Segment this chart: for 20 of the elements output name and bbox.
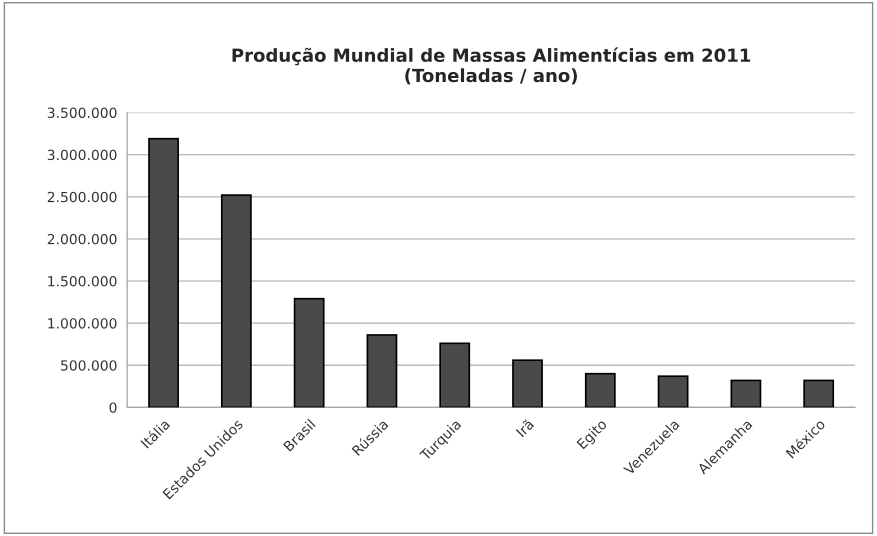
bar xyxy=(220,194,252,408)
y-tick-label: 2.000.000 xyxy=(48,234,117,244)
y-tick-label: 3.000.000 xyxy=(48,150,117,160)
bar xyxy=(439,342,470,408)
bar xyxy=(512,359,543,408)
bar xyxy=(148,138,179,408)
bar xyxy=(658,375,688,408)
bar xyxy=(294,298,325,408)
chart-title: Produção Mundial de Massas Alimentícias em 2011 (Toneladas / ano) xyxy=(232,47,750,84)
y-tick-label: 1.500.000 xyxy=(48,276,117,286)
bar xyxy=(584,372,616,408)
y-tick-label: 2.500.000 xyxy=(48,192,117,202)
bar xyxy=(366,334,398,408)
bar xyxy=(803,380,834,408)
x-tick-label: Irã xyxy=(515,418,534,438)
y-tick-label: 1.000.000 xyxy=(48,318,117,329)
bar xyxy=(730,380,762,408)
y-tick-label: 0 xyxy=(110,402,117,413)
y-tick-label: 3.500.000 xyxy=(48,108,117,118)
y-tick-label: 500.000 xyxy=(61,360,117,371)
